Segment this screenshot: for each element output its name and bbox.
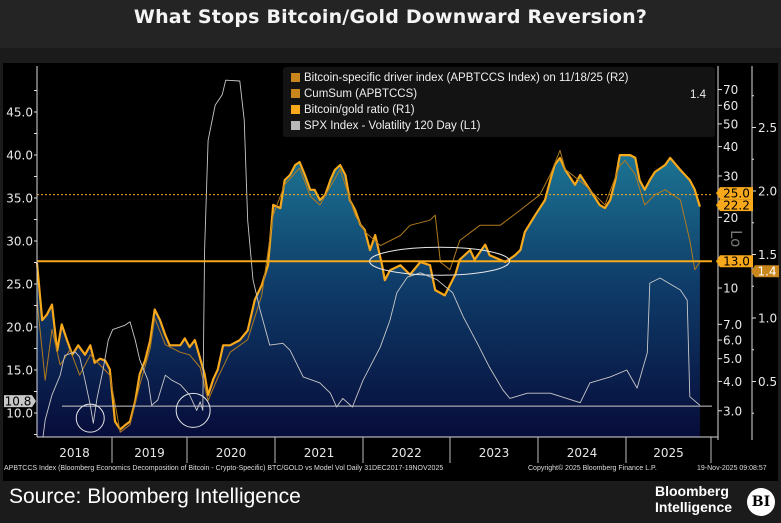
tag-driver-index-bg: [751, 265, 779, 278]
legend-label: Bitcoin-specific driver index (APBTCCS I…: [304, 72, 629, 84]
chart-description: APBTCCS Index (Bloomberg Economics Decom…: [4, 465, 444, 472]
tag-ratio-13-bg: [716, 255, 753, 268]
series-line-1: [36, 149, 701, 433]
l1-tick-label: 10.0: [6, 407, 33, 421]
legend-label: Bitcoin/gold ratio (R1): [304, 104, 415, 116]
legend-swatch: [291, 89, 300, 98]
r1-tick-label: 40: [723, 140, 738, 154]
r1-tick-label: 3.0: [723, 404, 742, 418]
l1-tick-label: 35.0: [6, 192, 33, 206]
title-bar: What Stops Bitcoin/Gold Downward Reversi…: [0, 0, 781, 48]
brand-line-1: Bloomberg: [655, 483, 729, 499]
annotation-circle: [175, 392, 211, 428]
r2-tick-label: 1.5: [758, 248, 777, 262]
x-tick-label-2021: 2021: [304, 446, 335, 460]
r1-tick-label: 7.0: [723, 318, 742, 332]
legend-item-spx-vol[interactable]: SPX Index - Volatility 120 Day (L1): [291, 120, 480, 132]
tag-ratio-25-bg: [716, 187, 753, 200]
legend-swatch: [291, 73, 300, 82]
r2-tick-label: 0.5: [758, 375, 777, 389]
tag-ratio-13: 13.0: [723, 255, 750, 269]
tag-ratio-25: 25.0: [723, 187, 750, 201]
series-line-0: [35, 154, 701, 431]
legend-label: CumSum (APBTCCS): [304, 88, 418, 100]
r1-tick-label: 5.0: [723, 352, 742, 366]
r1-tick-label: 4.0: [723, 375, 742, 389]
legend-item-driver-index[interactable]: Bitcoin-specific driver index (APBTCCS I…: [291, 72, 628, 84]
r1-tick-label: 30: [723, 169, 738, 183]
tag-spx-vol-bg: [4, 395, 36, 408]
l1-tick-label: 15.0: [6, 364, 33, 378]
l1-tick-label: 45.0: [6, 106, 33, 120]
x-tick-label-2019: 2019: [134, 446, 165, 460]
axes: 10.0 15.0 20.0 25.0 30.0 35.0 40.0 45.0 3.0 4.0 5.…: [6, 66, 777, 463]
legend-last-value: 1.4: [690, 89, 706, 101]
annotation-ellipse: [369, 246, 511, 276]
l1-tick-label: 20.0: [6, 321, 33, 335]
tag-ratio-last: 22.2: [723, 199, 750, 213]
legend-swatch: [291, 105, 300, 114]
r1-tick-label: 70: [723, 83, 738, 97]
r1-tick-label: 20: [723, 211, 738, 225]
l1-tick-label: 30.0: [6, 235, 33, 249]
r2-tick-label: 2.5: [758, 121, 777, 135]
tag-spx-vol: 10.8: [5, 395, 32, 409]
r1-tick-label: 60: [723, 99, 738, 113]
series-layer: [35, 79, 701, 438]
legend-swatch: [291, 121, 300, 130]
legend-item-btc-gold-ratio[interactable]: Bitcoin/gold ratio (R1): [291, 104, 415, 116]
legend-label: SPX Index - Volatility 120 Day (L1): [304, 120, 481, 132]
x-tick-label-2025: 2025: [653, 446, 684, 460]
brand-name: Bloomberg Intelligence: [655, 483, 732, 515]
chart-title: What Stops Bitcoin/Gold Downward Reversi…: [133, 6, 648, 28]
r2-tick-label: 2.0: [758, 185, 777, 199]
l1-tick-label: 40.0: [6, 149, 33, 163]
series-line-2: [42, 79, 701, 438]
log-scale-watermark: Lo: [727, 230, 745, 247]
x-tick-label-2018: 2018: [59, 446, 90, 460]
tag-driver-index: 1.4: [757, 265, 776, 279]
tag-ratio-last-bg: [716, 199, 753, 212]
bi-logo: BI: [747, 488, 775, 516]
x-tick-label-2024: 2024: [567, 446, 598, 460]
r1-tick-label: 10: [723, 282, 738, 296]
r1-tick-label: 50: [723, 117, 738, 131]
brand-line-2: Intelligence: [655, 499, 733, 515]
r1-tick-label: 6.0: [723, 334, 742, 348]
x-tick-label-2020: 2020: [216, 446, 247, 460]
legend: Bitcoin-specific driver index (APBTCCS I…: [283, 67, 715, 137]
ratio-area: [37, 155, 700, 437]
x-tick-label-2022: 2022: [391, 446, 422, 460]
reference-lines: [37, 194, 712, 433]
legend-item-cumsum[interactable]: CumSum (APBTCCS): [291, 88, 417, 100]
ratio-area-layer: [37, 155, 700, 437]
timestamp: 19-Nov-2025 09:08:57: [697, 465, 767, 472]
l1-tick-label: 25.0: [6, 278, 33, 292]
copyright: Copyright© 2025 Bloomberg Finance L.P.: [528, 465, 657, 472]
value-tags: 25.022.213.01.410.8: [4, 187, 779, 409]
source-note: Source: Bloomberg Intelligence: [9, 485, 301, 508]
x-tick-label-2023: 2023: [479, 446, 510, 460]
r2-tick-label: 1.0: [758, 312, 777, 326]
annotation-circle: [75, 403, 105, 433]
